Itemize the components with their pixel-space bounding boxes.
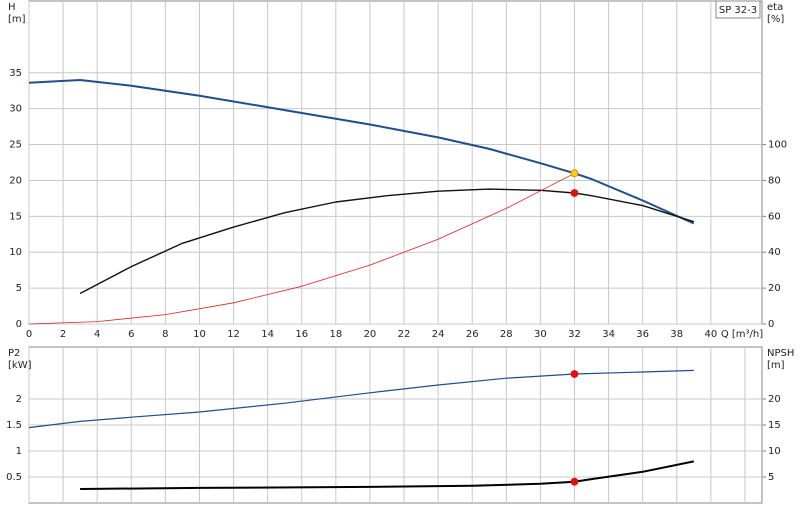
y2-axis-unit: [m]: [767, 360, 785, 371]
y2-tick-label: 5: [768, 472, 774, 483]
y2-tick-label: 20: [768, 283, 781, 294]
x-tick-label: 18: [329, 329, 342, 340]
y-tick-label: 2: [16, 394, 22, 405]
x-tick-label: 26: [466, 329, 479, 340]
y2-tick-label: 20: [768, 394, 781, 405]
x-tick-label: 28: [500, 329, 513, 340]
y-tick-label: 0.5: [6, 472, 22, 483]
y-tick-label: 5: [16, 283, 22, 294]
operating-point: [570, 477, 579, 486]
x-tick-label: 22: [398, 329, 411, 340]
y2-axis-unit: [%]: [767, 14, 784, 25]
label-box: [715, 0, 761, 19]
series-line: [80, 460, 694, 490]
y-tick-label: 1: [16, 446, 22, 457]
operating-point: [570, 189, 579, 197]
y-tick-label: 35: [9, 68, 22, 79]
y-tick-label: 15: [9, 211, 22, 222]
x-tick-label: 40: [704, 329, 717, 340]
y2-tick-label: 40: [768, 247, 781, 258]
box-label: SP 32-3: [719, 5, 757, 16]
x-tick-label: 4: [94, 329, 100, 340]
y2-tick-label: 80: [768, 175, 781, 186]
y-tick-label: 25: [9, 140, 22, 151]
y2-tick-label: 15: [768, 420, 781, 431]
x-tick-label: 24: [432, 329, 445, 340]
y-axis-unit: [m]: [8, 14, 26, 25]
series-line: [28, 79, 695, 225]
y2-axis-label: NPSH: [767, 348, 794, 359]
x-tick-label: 20: [364, 329, 377, 340]
operating-point: [570, 169, 579, 178]
x-tick-label: 10: [193, 329, 206, 340]
x-tick-label: 36: [636, 329, 649, 340]
x-axis-label: Q [m³/h]: [721, 329, 763, 340]
x-tick-label: 30: [534, 329, 547, 340]
operating-point: [570, 370, 579, 378]
y-tick-label: 0: [16, 319, 22, 330]
x-tick-label: 16: [295, 329, 308, 340]
y2-tick-label: 60: [768, 211, 781, 222]
x-tick-label: 6: [128, 329, 134, 340]
y2-axis-label: eta: [767, 2, 783, 13]
x-tick-label: 2: [60, 329, 66, 340]
y2-tick-label: 0: [768, 319, 774, 330]
plot-area: [28, 0, 763, 325]
series-line: [28, 369, 694, 429]
x-tick-label: 32: [568, 329, 581, 340]
x-tick-label: 14: [261, 329, 274, 340]
x-tick-label: 12: [227, 329, 240, 340]
x-tick-label: 0: [26, 329, 32, 340]
y-tick-label: 10: [9, 247, 22, 258]
y2-tick-label: 10: [768, 446, 781, 457]
y-axis-unit: [kW]: [8, 360, 32, 371]
y-axis-label: H: [8, 2, 16, 13]
x-tick-label: 38: [670, 329, 683, 340]
series-line: [79, 188, 695, 295]
y2-tick-label: 100: [768, 140, 787, 151]
y-tick-label: 30: [9, 104, 22, 115]
x-tick-label: 8: [162, 329, 168, 340]
y-axis-label: P2: [8, 348, 20, 359]
x-tick-label: 34: [602, 329, 615, 340]
y-tick-label: 20: [9, 175, 22, 186]
series-line: [28, 172, 575, 325]
y-tick-label: 1.5: [6, 420, 22, 431]
